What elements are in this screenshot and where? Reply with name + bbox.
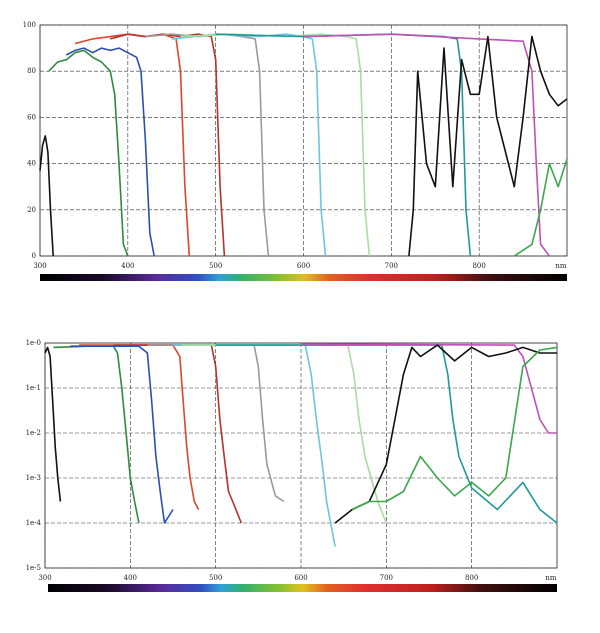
x-tick-label: 500	[209, 262, 222, 270]
x-tick-label: 300	[38, 574, 51, 582]
x-tick-label: 700	[385, 262, 398, 270]
y-tick-label: 40	[27, 160, 36, 168]
series-line	[74, 33, 191, 257]
y-tick-label: 1e-5	[26, 564, 41, 572]
y-tick-label: 60	[27, 113, 36, 121]
series-line	[65, 47, 155, 257]
series-line	[181, 344, 388, 524]
x-tick-label: 700	[380, 574, 393, 582]
series-line	[408, 35, 568, 257]
y-tick-label: 1e-4	[26, 519, 42, 527]
spectrum-bar	[40, 274, 567, 281]
spectrum-bar	[48, 584, 557, 592]
series-line	[173, 344, 336, 547]
x-tick-label: 800	[472, 262, 485, 270]
x-tick-label: 400	[121, 262, 134, 270]
series-line	[334, 344, 557, 524]
y-tick-label: 1e-3	[26, 474, 41, 482]
series-line	[215, 344, 558, 524]
x-axis-unit: nm	[555, 262, 567, 270]
series-line	[145, 33, 270, 257]
series-line	[44, 346, 62, 502]
series-line	[513, 158, 568, 257]
series-line	[171, 33, 327, 257]
series-line	[303, 33, 551, 257]
x-tick-label: 600	[297, 262, 310, 270]
series-line	[70, 345, 174, 524]
series-line	[39, 135, 54, 257]
y-tick-label: 1e-0	[26, 339, 41, 347]
x-tick-label: 500	[209, 574, 222, 582]
x-tick-label: 400	[124, 574, 137, 582]
series-line	[215, 33, 472, 257]
series-line	[48, 49, 129, 257]
series-line	[300, 343, 557, 434]
y-tick-label: 0	[32, 252, 36, 260]
y-tick-label: 100	[23, 21, 36, 29]
y-tick-label: 1e-2	[26, 429, 41, 437]
series-line	[110, 33, 226, 257]
series-line	[180, 33, 371, 257]
series-line	[79, 344, 200, 510]
x-axis-unit: nm	[545, 574, 557, 582]
series-line	[53, 345, 140, 524]
y-tick-label: 80	[27, 67, 36, 75]
x-tick-label: 300	[33, 262, 46, 270]
series-line	[113, 344, 243, 524]
x-tick-label: 600	[294, 574, 307, 582]
x-tick-label: 800	[465, 574, 478, 582]
y-tick-label: 1e-1	[26, 384, 41, 392]
series-line	[351, 346, 558, 511]
y-tick-label: 20	[27, 206, 36, 214]
